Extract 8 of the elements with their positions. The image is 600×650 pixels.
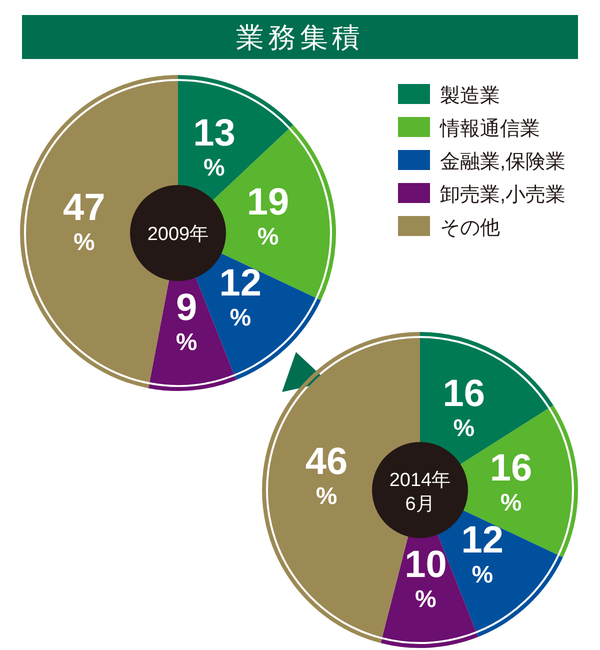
- legend-label: その他: [440, 217, 500, 239]
- text: 2014年6月: [389, 470, 451, 515]
- legend-label: 情報通信業: [439, 118, 540, 140]
- text: 2009年: [147, 224, 209, 245]
- legend-label: 製造業: [440, 85, 500, 107]
- legend-label: 金融業,保険業: [440, 151, 566, 173]
- legend-label: 卸売業,小売業: [440, 184, 566, 206]
- chart-title: 業務集積: [236, 22, 364, 53]
